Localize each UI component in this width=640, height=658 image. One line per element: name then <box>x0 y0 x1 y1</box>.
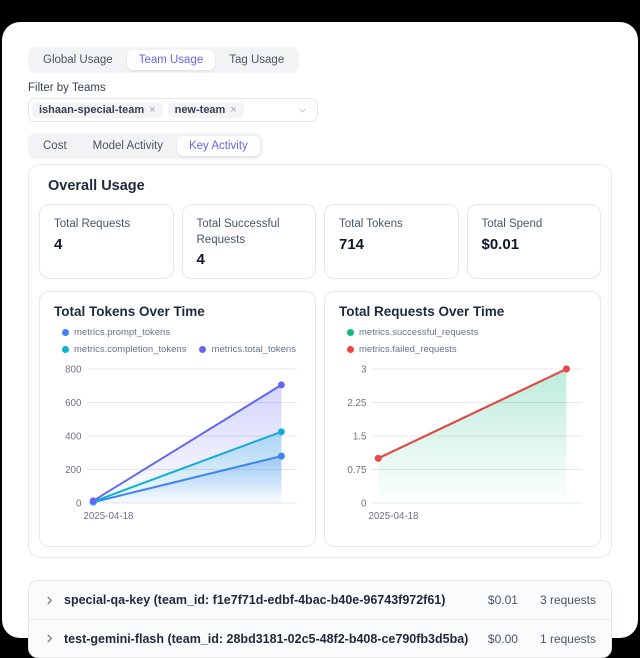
key-spend: $0.00 <box>487 631 518 646</box>
filter-by-teams-label: Filter by Teams <box>28 82 106 94</box>
legend-dot-icon <box>347 329 354 336</box>
tab-team-usage[interactable]: Team Usage <box>126 50 216 70</box>
legend-label: metrics.total_tokens <box>211 344 296 355</box>
stats-row: Total Requests 4 Total Successful Reques… <box>39 204 601 279</box>
stat-card-total-tokens: Total Tokens 714 <box>324 204 459 279</box>
remove-tag-icon[interactable]: × <box>149 104 156 116</box>
activity-tabs: Cost Model Activity Key Activity <box>28 133 263 159</box>
legend-dot-icon <box>62 329 69 336</box>
requests-over-time-chart: 0 0.75 1.5 2.25 3 2025-04-18 <box>347 364 583 522</box>
tokens-chart-card: Total Tokens Over Time metrics.prompt_to… <box>39 291 316 547</box>
chevron-right-icon[interactable] <box>44 595 55 606</box>
tab-key-activity[interactable]: Key Activity <box>176 136 260 156</box>
svg-text:0.75: 0.75 <box>347 465 367 476</box>
requests-chart-card: Total Requests Over Time metrics.success… <box>324 291 601 547</box>
svg-text:0: 0 <box>361 498 367 509</box>
tab-model-activity[interactable]: Model Activity <box>92 140 163 152</box>
stat-label: Total Spend <box>481 218 543 230</box>
remove-tag-icon[interactable]: × <box>230 104 237 116</box>
svg-text:2025-04-18: 2025-04-18 <box>83 511 134 522</box>
legend-item: metrics.completion_tokens <box>62 344 186 355</box>
tokens-chart-legend: metrics.prompt_tokens metrics.completion… <box>62 327 301 355</box>
legend-label: metrics.failed_requests <box>359 344 457 355</box>
key-row-test-gemini-flash[interactable]: test-gemini-flash (team_id: 28bd3181-02c… <box>29 619 611 657</box>
svg-text:2025-04-18: 2025-04-18 <box>368 511 419 522</box>
overall-usage-title: Overall Usage <box>48 178 145 194</box>
stat-label: Total Requests <box>54 218 131 230</box>
key-label: test-gemini-flash (team_id: 28bd3181-02c… <box>64 631 469 646</box>
tab-global-usage[interactable]: Global Usage <box>43 54 113 66</box>
stat-value: 4 <box>54 235 63 253</box>
legend-dot-icon <box>199 346 207 353</box>
chevron-down-icon[interactable] <box>297 105 308 116</box>
key-activity-list: special-qa-key (team_id: f1e7f71d-edbf-4… <box>28 580 612 658</box>
teams-multiselect[interactable]: ishaan-special-team × new-team × <box>28 98 318 122</box>
team-tag: new-team × <box>167 102 244 118</box>
legend-dot-icon <box>62 346 69 353</box>
key-row-special-qa-key[interactable]: special-qa-key (team_id: f1e7f71d-edbf-4… <box>29 581 611 619</box>
key-request-count: 3 requests <box>539 593 596 607</box>
app-window: Global Usage Team Usage Tag Usage Filter… <box>2 22 638 658</box>
svg-text:200: 200 <box>65 465 82 476</box>
legend-label: metrics.prompt_tokens <box>74 327 171 338</box>
stat-value: $0.01 <box>481 235 520 253</box>
overall-usage-card: Overall Usage Total Requests 4 Total Suc… <box>28 164 612 558</box>
stat-card-total-successful-requests: Total Successful Requests 4 <box>181 204 316 279</box>
svg-text:400: 400 <box>65 431 82 442</box>
team-tag: ishaan-special-team × <box>32 102 163 118</box>
charts-row: Total Tokens Over Time metrics.prompt_to… <box>39 291 601 547</box>
key-label: special-qa-key (team_id: f1e7f71d-edbf-4… <box>64 593 446 607</box>
legend-dot-icon <box>347 346 354 353</box>
svg-text:3: 3 <box>361 364 367 375</box>
svg-text:2.25: 2.25 <box>347 398 367 409</box>
legend-item: metrics.prompt_tokens <box>62 327 170 338</box>
stat-value: 714 <box>339 235 365 253</box>
chevron-right-icon[interactable] <box>44 633 55 644</box>
legend-label: metrics.successful_requests <box>359 327 479 338</box>
team-tag-label: ishaan-special-team <box>39 104 145 116</box>
stat-card-total-requests: Total Requests 4 <box>39 204 174 279</box>
svg-text:800: 800 <box>65 364 82 375</box>
stat-label: Total Successful Requests <box>196 218 280 246</box>
svg-text:600: 600 <box>65 398 82 409</box>
requests-chart-title: Total Requests Over Time <box>339 304 505 319</box>
key-spend: $0.01 <box>487 593 518 607</box>
legend-item: metrics.failed_requests <box>347 344 457 355</box>
key-request-count: 1 requests <box>539 631 596 646</box>
legend-label: metrics.completion_tokens <box>74 344 187 355</box>
requests-chart-legend: metrics.successful_requests metrics.fail… <box>347 327 586 355</box>
tab-tag-usage[interactable]: Tag Usage <box>229 54 285 66</box>
tokens-over-time-chart: 0 200 400 600 800 2025-04-18 <box>65 364 298 522</box>
legend-item: metrics.total_tokens <box>199 344 296 355</box>
stat-label: Total Tokens <box>339 218 403 230</box>
stat-value: 4 <box>196 251 205 269</box>
tab-cost[interactable]: Cost <box>43 140 67 152</box>
usage-tabs: Global Usage Team Usage Tag Usage <box>28 47 300 73</box>
stat-card-total-spend: Total Spend $0.01 <box>466 204 601 279</box>
svg-text:1.5: 1.5 <box>353 431 367 442</box>
svg-text:0: 0 <box>76 498 82 509</box>
tokens-chart-title: Total Tokens Over Time <box>54 304 205 319</box>
team-tag-label: new-team <box>174 104 226 116</box>
legend-item: metrics.successful_requests <box>347 327 478 338</box>
